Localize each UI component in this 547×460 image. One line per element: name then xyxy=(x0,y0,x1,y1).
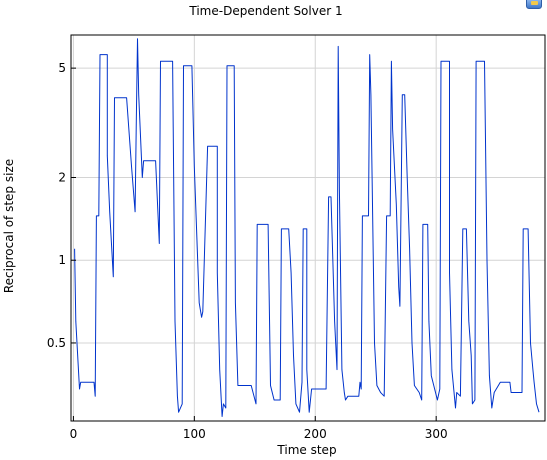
series-line xyxy=(74,38,540,417)
grid-lines xyxy=(71,35,545,421)
x-tick-label: 200 xyxy=(304,427,327,441)
plot-frame xyxy=(70,34,546,422)
x-tick-label: 100 xyxy=(183,427,206,441)
y-tick-label: 5 xyxy=(58,61,66,75)
axes-frame xyxy=(70,34,546,422)
x-tick-label: 0 xyxy=(70,427,78,441)
y-axis-title: Reciprocal of step size xyxy=(2,159,16,293)
x-axis-title: Time step xyxy=(276,443,336,457)
y-tick-label: 2 xyxy=(58,170,66,184)
y-tick-label: 1 xyxy=(58,253,66,267)
axis-ticks: 0 100 200 300 0.5 1 2 5 xyxy=(47,61,448,441)
y-tick-label: 0.5 xyxy=(47,336,66,350)
x-tick-label: 300 xyxy=(425,427,448,441)
chart-title: Time-Dependent Solver 1 xyxy=(188,4,342,18)
series-lines xyxy=(74,38,540,417)
image-export-icon[interactable] xyxy=(526,0,542,9)
